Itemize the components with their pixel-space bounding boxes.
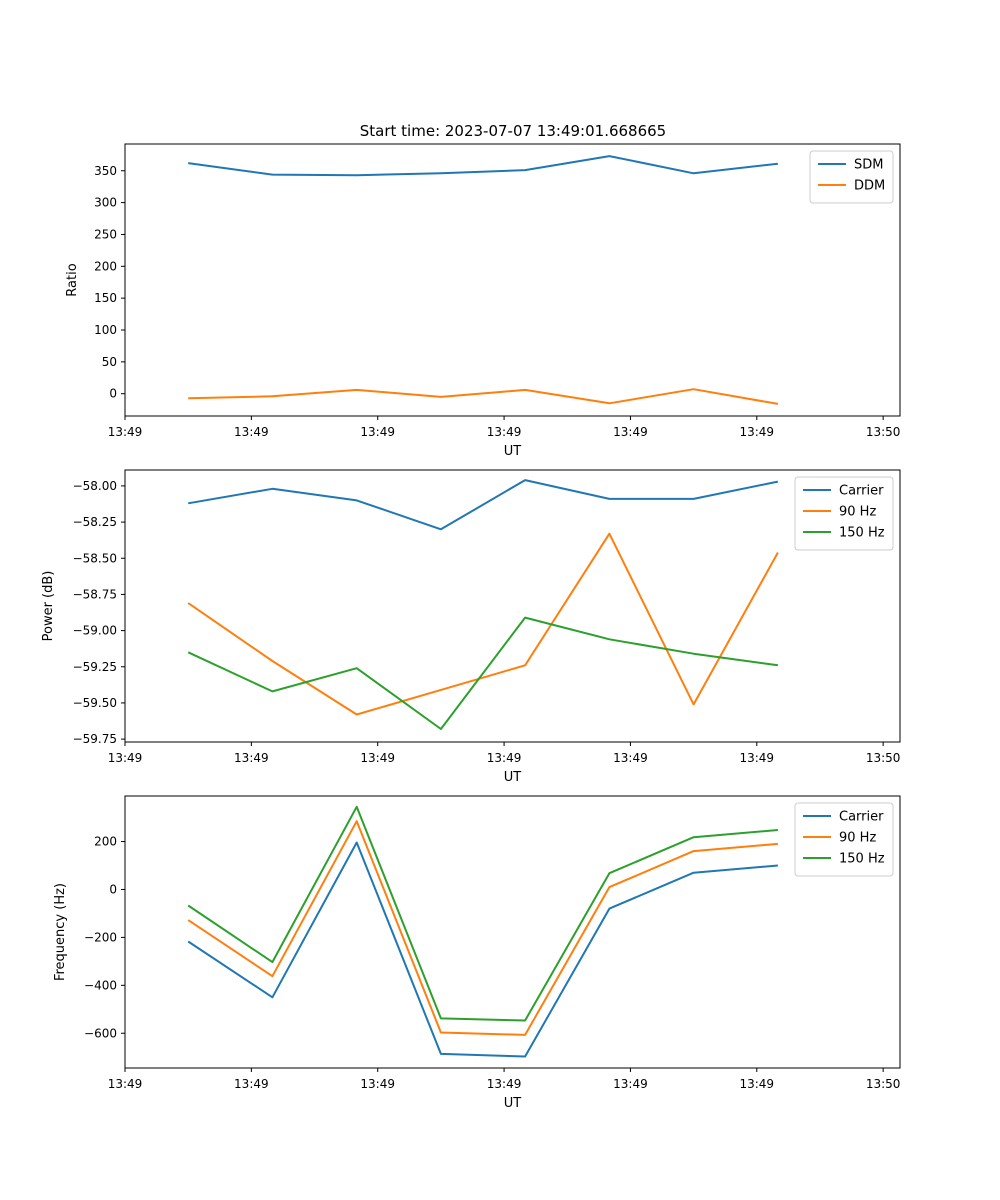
- x-tick-label: 13:49: [613, 1077, 648, 1091]
- x-tick-label: 13:50: [866, 425, 901, 439]
- x-tick-label: 13:49: [108, 1077, 143, 1091]
- series-line-sdm: [188, 155, 779, 177]
- legend: SDM DDM: [809, 150, 894, 204]
- y-tick-label: −59.00: [73, 624, 117, 638]
- y-tick-label: −58.00: [73, 479, 117, 493]
- x-tick-label: 13:49: [613, 425, 648, 439]
- y-tick-label: −600: [84, 1026, 117, 1040]
- y-tick-label: −58.25: [73, 515, 117, 529]
- series-line-ddm: [188, 388, 779, 405]
- x-tick-label: 13:49: [487, 751, 522, 765]
- legend: Carrier 90 Hz 150 Hz: [794, 802, 894, 877]
- y-tick-label: 0: [109, 882, 117, 896]
- y-tick-label: 200: [94, 259, 117, 273]
- x-tick-label: 13:49: [739, 1077, 774, 1091]
- y-tick-label: −200: [84, 930, 117, 944]
- x-tick-label: 13:49: [234, 751, 269, 765]
- y-axis-label: Frequency (Hz): [53, 883, 68, 981]
- y-tick-label: −58.75: [73, 587, 117, 601]
- legend-label: 150 Hz: [839, 526, 885, 541]
- chart-panel-1: 13:49 13:49 13:49 13:49 13:49 13:49 13:50 UT 0 50…: [65, 143, 901, 459]
- x-tick-label: 13:50: [866, 751, 901, 765]
- x-tick-label: 13:49: [487, 1077, 522, 1091]
- y-tick-label: 200: [94, 835, 117, 849]
- legend-label: DDM: [854, 179, 885, 194]
- x-axis-label: UT: [504, 770, 522, 785]
- y-axis-label: Power (dB): [41, 571, 56, 642]
- plot-area-frame: [124, 795, 901, 1069]
- y-tick-label: 300: [94, 196, 117, 210]
- y-tick-label: −59.25: [73, 660, 117, 674]
- legend-label: SDM: [854, 158, 883, 173]
- plot-area-frame: [124, 469, 901, 743]
- series-line-90-hz: [187, 532, 779, 716]
- y-tick-label: 50: [102, 355, 117, 369]
- x-tick-label: 13:50: [866, 1077, 901, 1091]
- legend-label: Carrier: [839, 484, 884, 499]
- chart-panel-2: 13:49 13:49 13:49 13:49 13:49 13:49 13:50 UT −59…: [41, 469, 901, 785]
- series-line-carrier: [188, 479, 779, 531]
- x-tick-label: 13:49: [108, 751, 143, 765]
- chart-panel-3: 13:49 13:49 13:49 13:49 13:49 13:49 13:50 UT −60…: [53, 795, 901, 1111]
- chart-title: Start time: 2023-07-07 13:49:01.668665: [360, 122, 666, 140]
- x-tick-label: 13:49: [234, 425, 269, 439]
- x-tick-label: 13:49: [613, 751, 648, 765]
- y-tick-label: 0: [109, 387, 117, 401]
- y-tick-label: 350: [94, 164, 117, 178]
- x-tick-label: 13:49: [234, 1077, 269, 1091]
- series-line-90-hz: [187, 820, 778, 1036]
- x-axis-label: UT: [504, 1096, 522, 1111]
- y-tick-label: −400: [84, 978, 117, 992]
- legend-label: 90 Hz: [839, 831, 876, 846]
- x-tick-label: 13:49: [487, 425, 522, 439]
- legend-label: 150 Hz: [839, 852, 885, 867]
- x-axis-label: UT: [504, 444, 522, 459]
- y-tick-label: −59.50: [73, 696, 117, 710]
- y-axis-label: Ratio: [65, 263, 80, 296]
- legend: Carrier 90 Hz 150 Hz: [794, 476, 894, 551]
- y-tick-label: 250: [94, 227, 117, 241]
- series-line-150-hz: [187, 805, 778, 1022]
- x-tick-label: 13:49: [360, 425, 395, 439]
- x-tick-label: 13:49: [108, 425, 143, 439]
- legend-label: Carrier: [839, 810, 884, 825]
- y-tick-label: 150: [94, 291, 117, 305]
- chart-panels: 13:49 13:49 13:49 13:49 13:49 13:49 13:50 UT 0 50…: [41, 143, 901, 1111]
- series-line-150-hz: [187, 616, 779, 730]
- x-tick-label: 13:49: [360, 1077, 395, 1091]
- y-tick-label: −59.75: [73, 732, 117, 746]
- legend-label: 90 Hz: [839, 505, 876, 520]
- series-line-carrier: [187, 841, 778, 1058]
- x-tick-label: 13:49: [739, 425, 774, 439]
- plot-area-frame: [124, 143, 901, 417]
- y-tick-label: −58.50: [73, 551, 117, 565]
- x-tick-label: 13:49: [360, 751, 395, 765]
- x-tick-label: 13:49: [739, 751, 774, 765]
- y-tick-label: 100: [94, 323, 117, 337]
